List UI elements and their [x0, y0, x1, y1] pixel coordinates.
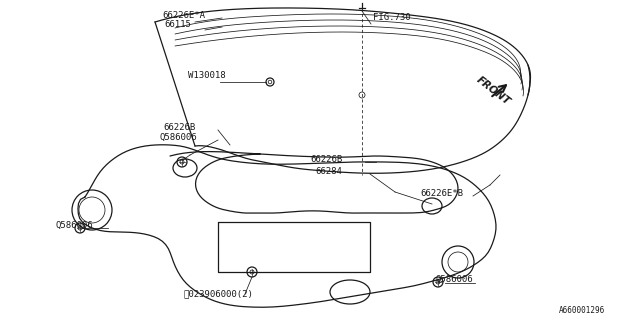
- Text: FIG.730: FIG.730: [373, 13, 411, 22]
- Text: 66226B: 66226B: [310, 155, 342, 164]
- Text: Q586006: Q586006: [435, 275, 472, 284]
- Text: A660001296: A660001296: [559, 306, 605, 315]
- Text: 66115: 66115: [164, 20, 191, 29]
- Text: 66226E*A: 66226E*A: [162, 11, 205, 20]
- Text: Q586006: Q586006: [160, 133, 198, 142]
- Text: Ⓝ023906000(2): Ⓝ023906000(2): [183, 289, 253, 298]
- Text: 66226E*B: 66226E*B: [420, 189, 463, 198]
- Text: 66226B: 66226B: [163, 123, 195, 132]
- Text: W130018: W130018: [188, 71, 226, 80]
- Text: 66284: 66284: [315, 167, 342, 176]
- Text: Q586006: Q586006: [55, 221, 93, 230]
- Text: FRONT: FRONT: [475, 75, 513, 107]
